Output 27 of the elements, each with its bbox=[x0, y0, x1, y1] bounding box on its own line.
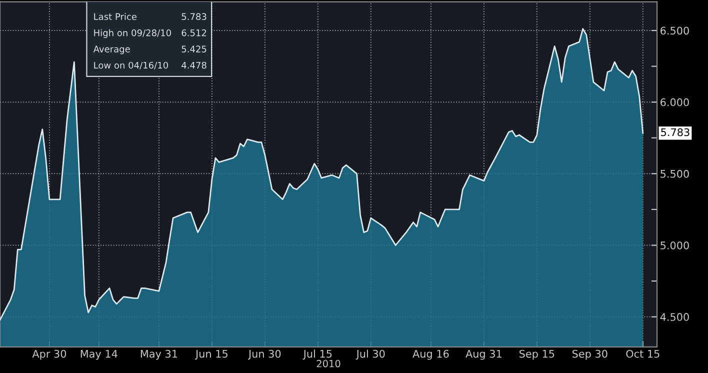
x-tick-label: Oct 15 bbox=[626, 350, 660, 358]
annotation: 5.425 bbox=[182, 46, 206, 52]
x-tick-label: May 14 bbox=[80, 350, 118, 360]
y-tick-label: 6.500 bbox=[660, 26, 689, 35]
x-axis-title: 2010 bbox=[316, 360, 340, 368]
x-tick-label: May 31 bbox=[140, 350, 178, 360]
x-tick-label: Jul 15 bbox=[302, 350, 332, 360]
x-tick-label: Sep 30 bbox=[572, 350, 608, 360]
annotation: 6.512 bbox=[182, 29, 206, 36]
y-tick-label: 5.000 bbox=[660, 241, 689, 250]
annotation: 5.783 bbox=[182, 13, 206, 20]
x-tick-label: Jul 30 bbox=[356, 350, 385, 360]
annotation: High on 09/28/10 bbox=[94, 29, 171, 38]
y-tick-label: 6.000 bbox=[660, 98, 689, 106]
x-tick-label: Jun 15 bbox=[194, 350, 228, 360]
y-tick-label: 5.500 bbox=[660, 170, 689, 178]
annotation: 4.478 bbox=[182, 62, 206, 69]
annotation: Average bbox=[93, 46, 130, 54]
x-tick-label: Jun 30 bbox=[248, 350, 281, 360]
x-tick-label: Aug 31 bbox=[466, 350, 502, 360]
x-tick-label: Sep 15 bbox=[520, 350, 554, 360]
annotation: Last Price bbox=[94, 13, 137, 20]
annotation: Low on 04/16/10 bbox=[94, 62, 168, 70]
annotation: 5.783 bbox=[661, 128, 690, 136]
x-tick-label: Apr 30 bbox=[32, 350, 66, 360]
y-tick-label: 4.500 bbox=[660, 313, 689, 321]
x-tick-label: Aug 16 bbox=[412, 350, 449, 360]
